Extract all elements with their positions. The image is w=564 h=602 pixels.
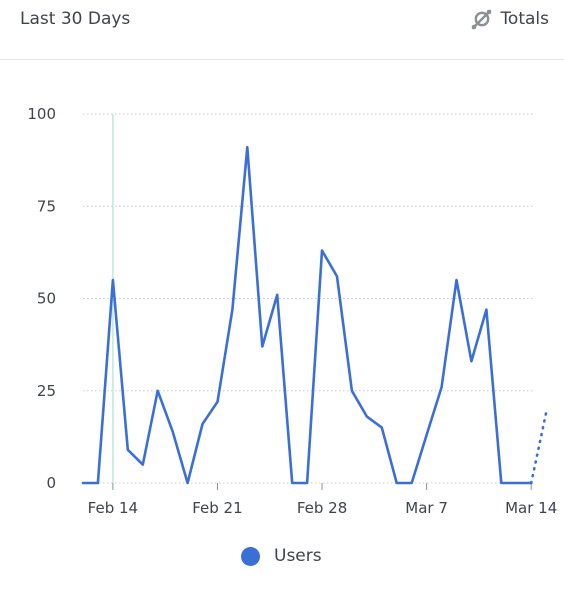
legend-label-users: Users xyxy=(274,546,322,566)
totals-toggle[interactable]: Totals xyxy=(469,7,549,31)
y-tick-label: 25 xyxy=(37,382,56,400)
date-range-label[interactable]: Last 30 Days xyxy=(20,9,131,29)
line-chart: 0 25 50 75 100 Feb 14 Feb 21 Feb 28 Mar 7 Mar 14 xyxy=(27,105,557,517)
y-tick-label: 0 xyxy=(46,474,56,492)
series-users[interactable] xyxy=(81,145,548,485)
card-header: Last 30 Days Totals xyxy=(0,0,564,60)
x-tick-label: Feb 28 xyxy=(297,499,347,517)
legend-swatch-users xyxy=(241,546,260,566)
x-tick-label: Feb 21 xyxy=(192,499,242,517)
compare-icon xyxy=(472,9,492,30)
totals-label: Totals xyxy=(500,9,549,29)
series-line-partial xyxy=(529,411,548,485)
legend[interactable]: Users xyxy=(241,546,322,566)
y-axis: 0 25 50 75 100 xyxy=(27,105,56,492)
y-tick-label: 50 xyxy=(37,290,56,308)
x-axis: Feb 14 Feb 21 Feb 28 Mar 7 Mar 14 xyxy=(88,483,557,517)
x-tick-label: Mar 7 xyxy=(405,499,448,517)
x-tick-label: Mar 14 xyxy=(505,499,557,517)
series-line[interactable] xyxy=(81,145,533,485)
x-tick-label: Feb 14 xyxy=(88,499,138,517)
y-tick-label: 100 xyxy=(27,105,56,123)
y-tick-label: 75 xyxy=(37,197,56,215)
